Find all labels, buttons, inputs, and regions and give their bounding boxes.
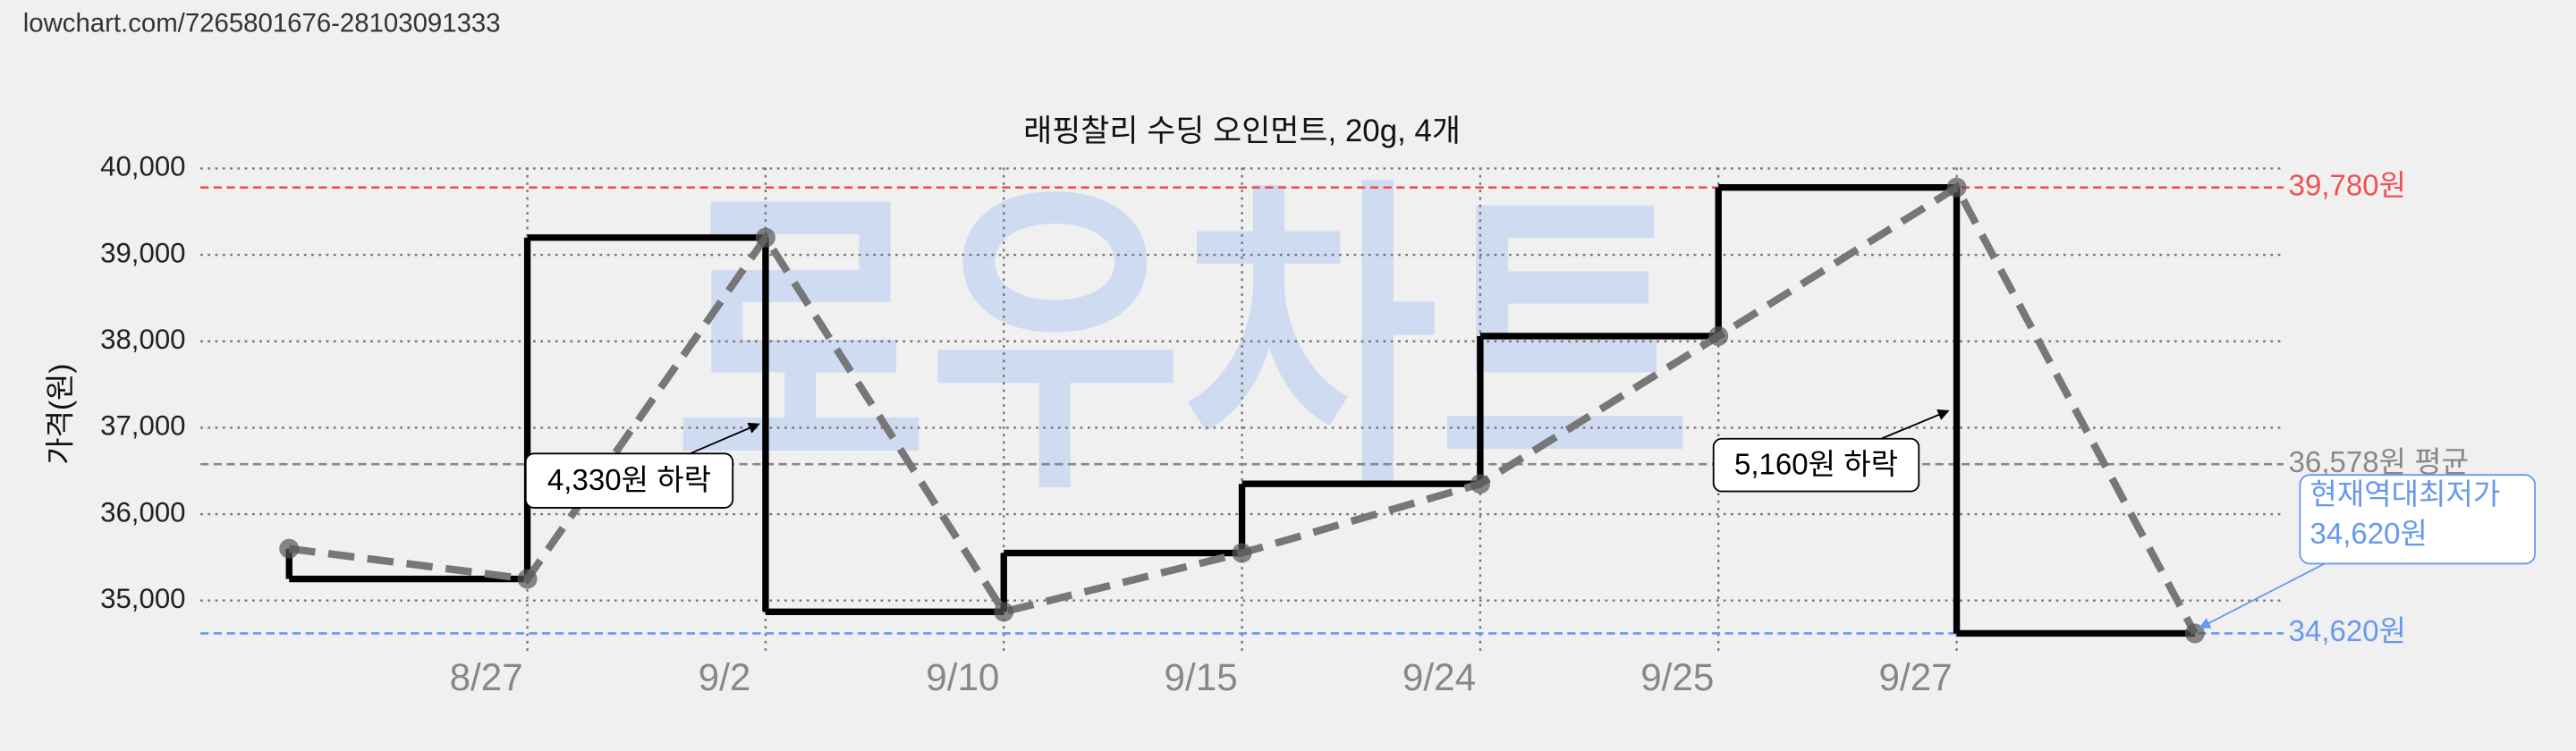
annotation-box [1712,437,1920,493]
price-point [755,227,775,248]
y-tick-label: 38,000 [100,324,185,355]
reference-label: 39,780원 [2289,169,2406,202]
price-point [2184,623,2205,644]
price-point [517,569,538,589]
y-tick-label: 36,000 [100,496,185,527]
annotation-arrow [1880,409,1950,440]
annotation-text: 5,160원 하락 [1734,449,1898,482]
watermark: 로우차트 [674,159,1692,527]
price-point [994,602,1014,622]
annotation-text: 4,330원 하락 [547,464,711,497]
current-low-box [2299,474,2536,565]
y-tick-label: 40,000 [100,151,185,182]
reference-label: 34,620원 [2289,615,2406,648]
x-tick-label: 9/10 [926,656,999,698]
price-point [1708,325,1729,346]
price-point [1232,543,1252,563]
x-tick-label: 9/15 [1165,656,1238,698]
y-tick-label: 37,000 [100,410,185,442]
chart-title: 래핑찰리 수딩 오인먼트, 20g, 4개 [1023,114,1461,148]
x-tick-label: 9/2 [699,656,751,698]
reference-label: 36,578원 평균 [2289,446,2470,479]
y-tick-label: 39,000 [100,237,185,268]
url: lowchart.com/7265801676-28103091333 [23,8,501,38]
x-tick-label: 9/27 [1879,656,1953,698]
y-tick-label: 35,000 [100,583,185,614]
x-tick-label: 9/25 [1640,656,1714,698]
current-low-text: 34,620원 [2309,518,2427,551]
x-tick-label: 8/27 [450,656,523,698]
current-low-arrow [2199,562,2326,629]
annotation-box [524,452,734,509]
current-low-text: 현재역대최저가 [2309,478,2500,511]
annotation-arrow [690,422,760,455]
price-point [1470,474,1490,494]
price-point [1946,177,1967,198]
price-point [279,538,300,559]
y-axis-label: 가격(원) [45,364,78,465]
x-tick-label: 9/24 [1402,656,1476,698]
